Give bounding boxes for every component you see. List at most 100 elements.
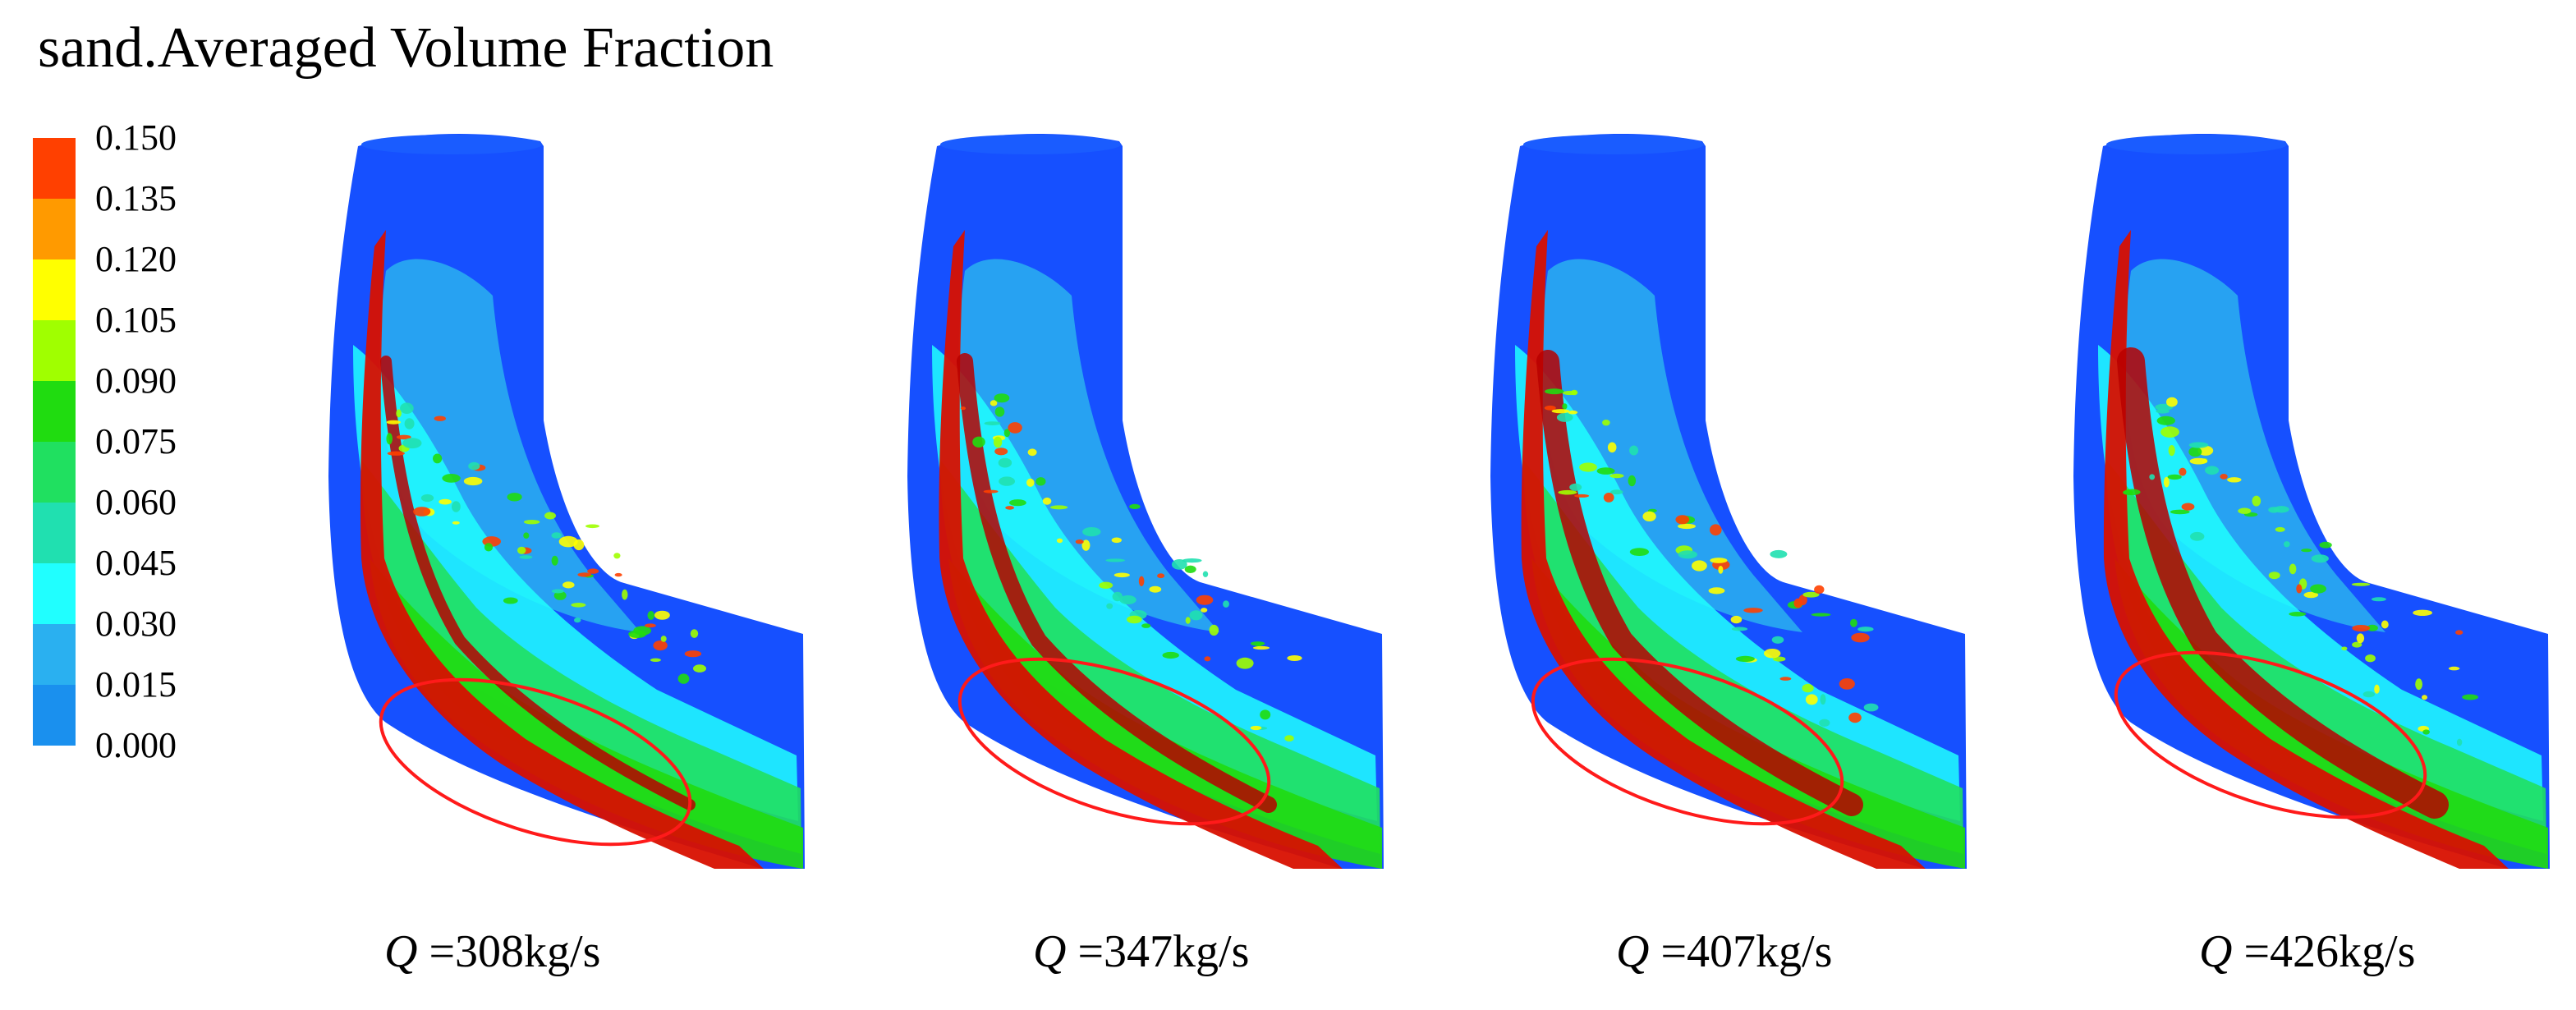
concentration-speckle <box>2413 609 2432 616</box>
pipe-inlet-cap <box>940 135 1121 154</box>
concentration-speckle <box>571 603 586 608</box>
concentration-speckle <box>577 572 592 577</box>
concentration-speckle <box>1609 473 1624 479</box>
flow-rate-value: =407kg/s <box>1649 926 1833 977</box>
concentration-speckle <box>2149 474 2156 480</box>
colorbar-tick-label: 0.060 <box>95 482 177 522</box>
concentration-speckle <box>2205 466 2220 475</box>
concentration-speckle <box>990 400 998 406</box>
pipe-elbow-panel <box>2073 134 2550 869</box>
concentration-speckle <box>1710 558 1728 563</box>
concentration-speckle <box>1201 608 1208 613</box>
concentration-speckle <box>1610 489 1623 495</box>
concentration-speckle <box>396 434 411 440</box>
concentration-speckle <box>1099 581 1114 589</box>
concentration-speckle <box>622 589 628 600</box>
concentration-speckle <box>1562 403 1568 410</box>
colorbar-title: sand.Averaged Volume Fraction <box>38 16 774 80</box>
pipe-inlet-cap <box>1523 135 1704 154</box>
concentration-speckle <box>1771 636 1784 644</box>
concentration-speckle <box>1127 615 1142 624</box>
concentration-speckle <box>523 520 540 525</box>
concentration-speckle <box>1119 595 1136 604</box>
concentration-speckle <box>690 629 699 638</box>
concentration-speckle <box>1708 587 1725 595</box>
concentration-speckle <box>2227 477 2242 483</box>
concentration-speckle <box>1802 591 1820 598</box>
concentration-speckle <box>1558 489 1577 495</box>
concentration-speckle <box>999 476 1015 486</box>
concentration-speckle <box>2166 397 2178 407</box>
concentration-band-mid-high <box>1531 558 1965 869</box>
concentration-speckle <box>2362 691 2375 698</box>
concentration-speckle <box>1236 657 1254 669</box>
concentration-speckle <box>2238 507 2252 514</box>
concentration-speckle <box>519 555 533 559</box>
concentration-speckle <box>439 498 452 505</box>
panel-caption-4: Q =426kg/s <box>2199 923 2415 980</box>
concentration-speckle <box>2163 476 2170 488</box>
concentration-speckle <box>503 597 518 604</box>
concentration-speckle <box>1106 603 1114 609</box>
concentration-speckle <box>386 420 401 425</box>
high-concentration-core <box>1536 350 1863 816</box>
concentration-speckle <box>2319 541 2332 549</box>
concentration-speckle <box>1764 649 1781 659</box>
concentration-speckle <box>1819 718 1830 727</box>
concentration-speckle <box>434 415 446 421</box>
highlight-ellipse <box>379 677 692 847</box>
colorbar-swatch <box>33 259 76 320</box>
concentration-speckle <box>1209 624 1219 636</box>
concentration-speckle <box>614 572 622 577</box>
colorbar-tick-label: 0.030 <box>95 604 177 644</box>
concentration-speckle <box>1603 493 1614 503</box>
colorbar-tick-label: 0.135 <box>95 178 177 218</box>
concentration-speckle <box>2351 582 2371 586</box>
concentration-speckle <box>972 436 985 448</box>
concentration-speckle <box>998 457 1012 468</box>
concentration-speckle <box>1569 483 1582 492</box>
concentration-speckle <box>2366 624 2378 631</box>
flow-rate-symbol: Q <box>384 926 418 977</box>
concentration-speckle <box>2356 633 2365 644</box>
concentration-speckle <box>1779 677 1792 681</box>
concentration-speckle <box>1629 548 1649 556</box>
concentration-speckle <box>1111 537 1122 544</box>
colorbar-tick-label: 0.045 <box>95 543 177 583</box>
concentration-speckle <box>387 451 405 456</box>
concentration-band-mid <box>940 460 1380 854</box>
concentration-speckle <box>1692 560 1707 572</box>
colorbar-swatch <box>33 442 76 503</box>
concentration-speckle <box>442 474 461 483</box>
concentration-speckle <box>1138 576 1145 586</box>
concentration-speckle <box>1596 467 1615 475</box>
concentration-speckle <box>1675 515 1690 525</box>
concentration-speckle <box>574 617 581 623</box>
concentration-band-mid-high <box>2115 558 2548 869</box>
concentration-speckle <box>2275 526 2285 532</box>
concentration-speckle <box>2284 541 2290 548</box>
concentration-speckle <box>653 640 668 651</box>
concentration-speckle <box>2296 584 2303 594</box>
concentration-speckle <box>1223 600 1229 608</box>
panel-caption-2: Q =347kg/s <box>1033 923 1249 980</box>
concentration-speckle <box>1008 422 1022 434</box>
concentration-speckle <box>1027 448 1037 457</box>
concentration-speckle <box>1735 655 1755 663</box>
concentration-speckle <box>452 521 460 525</box>
concentration-speckle <box>2456 738 2463 746</box>
colorbar-tick-label: 0.015 <box>95 664 177 705</box>
concentration-speckle <box>1678 523 1696 530</box>
concentration-speckle <box>1114 572 1130 578</box>
concentration-speckle <box>650 658 661 662</box>
concentration-speckle <box>2289 612 2307 617</box>
concentration-speckle <box>1863 703 1879 712</box>
concentration-speckle <box>1035 477 1046 486</box>
concentration-speckle <box>660 636 667 642</box>
colorbar-tick-label: 0.150 <box>95 117 177 158</box>
concentration-speckle <box>1196 595 1214 605</box>
flow-rate-value: =308kg/s <box>417 926 601 977</box>
concentration-speckle <box>2189 457 2208 465</box>
concentration-speckle <box>2156 409 2170 414</box>
